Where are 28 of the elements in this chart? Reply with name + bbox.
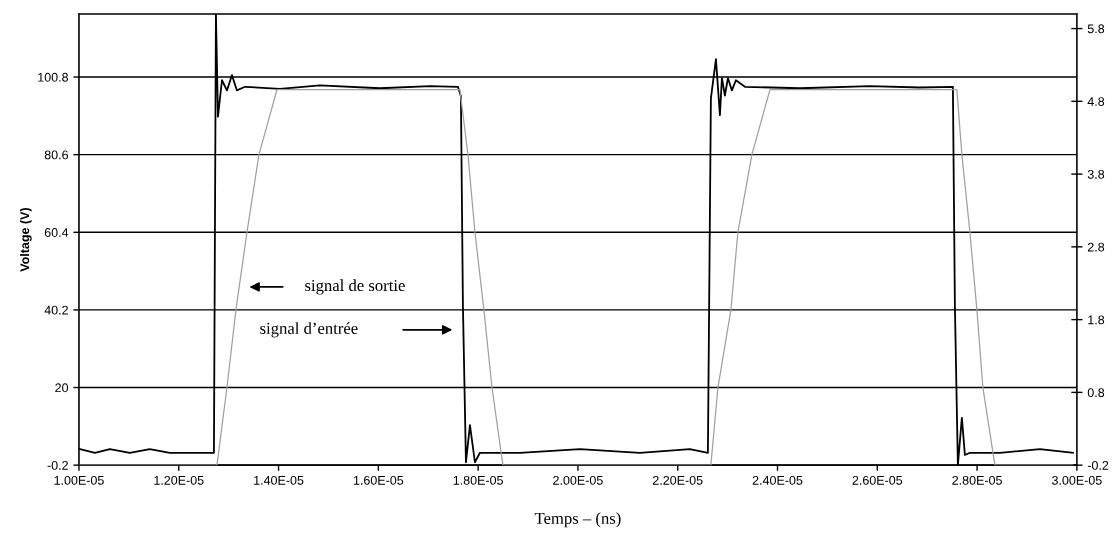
x-tick-label: 1.80E-05 bbox=[453, 475, 503, 485]
y-tick-label: 60.4 bbox=[44, 228, 69, 237]
x-tick-label: 2.00E-05 bbox=[553, 475, 603, 485]
x-tick-label: 3.00E-05 bbox=[1051, 475, 1102, 485]
y-tick-label: -0.2 bbox=[47, 460, 68, 470]
x-tick-label: 1.20E-05 bbox=[154, 475, 204, 485]
y-tick-label: 100.8 bbox=[38, 72, 68, 82]
x-tick-label: 1.60E-05 bbox=[353, 475, 404, 485]
x-tick-label: 2.60E-05 bbox=[852, 475, 903, 485]
x-tick-label: 2.40E-05 bbox=[752, 475, 803, 485]
y2-tick-label: 2.8 bbox=[1087, 242, 1105, 252]
y2-tick-label: -0.2 bbox=[1087, 460, 1109, 470]
annotation: signal d’entrée bbox=[260, 322, 358, 338]
x-tick-label: 2.20E-05 bbox=[652, 475, 703, 485]
y2-tick-label: 1.8 bbox=[1088, 315, 1105, 325]
y2-tick-label: 4.8 bbox=[1087, 97, 1105, 106]
y-tick-label: 80.6 bbox=[44, 150, 68, 160]
y-tick-label: 40.2 bbox=[44, 305, 68, 315]
y-axis-title: Voltage (V) bbox=[20, 208, 32, 272]
y2-tick-label: 0.8 bbox=[1087, 388, 1105, 398]
x-tick-label: 2.80E-05 bbox=[952, 475, 1002, 485]
y2-tick-label: 5.8 bbox=[1087, 24, 1105, 34]
x-axis-title: Temps – (ns) bbox=[534, 512, 621, 528]
annotation: signal de sortie bbox=[305, 279, 405, 295]
x-tick-label: 1.40E-05 bbox=[254, 475, 304, 485]
y2-tick-label: 3.8 bbox=[1087, 169, 1105, 179]
y-tick-label: 20 bbox=[55, 383, 69, 393]
x-tick-label: 1.00E-05 bbox=[54, 475, 104, 485]
